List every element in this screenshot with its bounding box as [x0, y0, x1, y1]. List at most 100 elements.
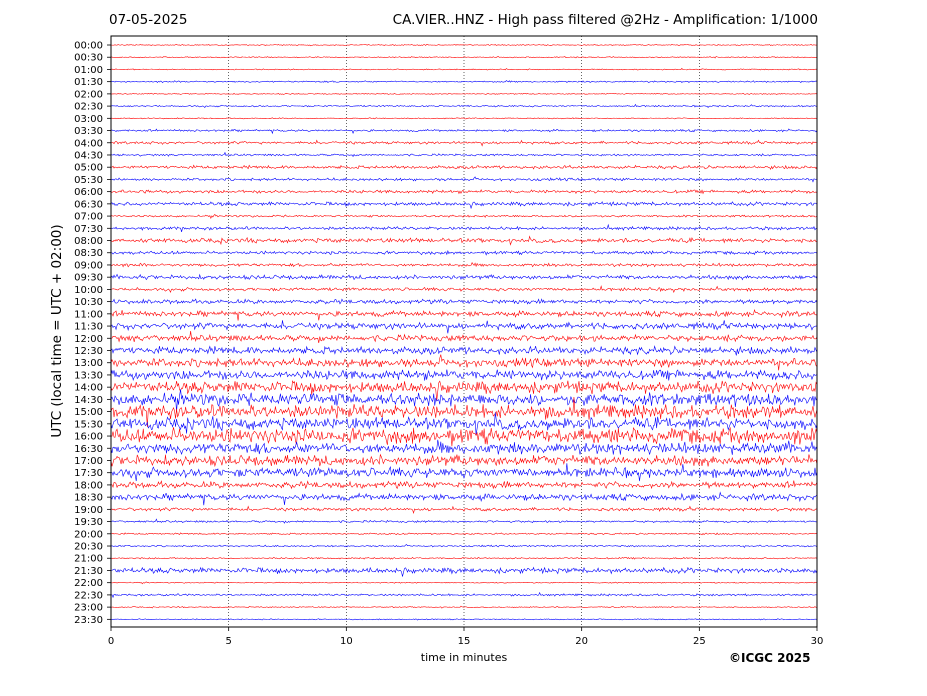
y-tick-label: 22:30	[74, 590, 103, 601]
trace-1530	[110, 412, 818, 436]
y-tick-label: 17:00	[74, 456, 103, 467]
x-tick-label: 20	[575, 636, 588, 647]
trace-1830	[110, 491, 818, 506]
trace-1430	[110, 389, 818, 413]
trace-2030	[110, 544, 818, 549]
trace-2130	[110, 566, 818, 577]
trace-1330	[110, 369, 818, 382]
y-tick-label: 22:00	[74, 578, 103, 589]
y-tick-label: 16:30	[74, 444, 103, 455]
trace-0330	[110, 128, 818, 135]
y-tick-label: 02:00	[74, 89, 103, 100]
y-tick-label: 03:00	[74, 114, 103, 125]
x-tick-label: 15	[458, 636, 471, 647]
trace-0130	[110, 80, 818, 84]
trace-1130	[110, 320, 818, 334]
y-tick-label: 23:30	[74, 615, 103, 626]
y-tick-label: 04:00	[74, 138, 103, 149]
trace-0830	[110, 250, 818, 256]
x-tick-label: 25	[693, 636, 706, 647]
trace-0000	[110, 44, 818, 47]
y-tick-label: 12:30	[74, 346, 103, 357]
y-tick-label: 13:00	[74, 358, 103, 369]
y-tick-label: 23:00	[74, 603, 103, 614]
y-axis-label: UTC (local time = UTC + 02:00)	[49, 224, 65, 438]
trace-0300	[110, 117, 818, 120]
trace-1630	[110, 439, 818, 455]
y-tick-label: 18:00	[74, 480, 103, 491]
trace-lines	[110, 44, 818, 621]
trace-1500	[110, 396, 818, 428]
y-tick-label: 07:00	[74, 212, 103, 223]
trace-0200	[110, 92, 818, 95]
y-tick-label: 07:30	[74, 224, 103, 235]
trace-2100	[110, 556, 818, 560]
y-tick-label: 09:30	[74, 273, 103, 284]
x-axis-ticks: 0 5 10 15 20 25 30	[108, 627, 824, 647]
y-tick-label: 04:30	[74, 150, 103, 161]
copyright-label: ©ICGC 2025	[729, 651, 811, 665]
trace-0730	[110, 223, 818, 232]
y-tick-label: 20:00	[74, 529, 103, 540]
trace-0530	[110, 176, 818, 183]
y-tick-label: 01:30	[74, 77, 103, 88]
y-tick-label: 14:30	[74, 395, 103, 406]
y-tick-label: 01:00	[74, 65, 103, 76]
y-tick-label: 15:00	[74, 407, 103, 418]
y-tick-label: 11:00	[74, 309, 103, 320]
trace-0500	[110, 164, 818, 171]
trace-0430	[110, 151, 818, 158]
trace-1930	[110, 518, 818, 524]
trace-1900	[110, 505, 818, 515]
trace-2300	[110, 605, 818, 609]
y-tick-label: 11:30	[74, 322, 103, 333]
y-tick-label: 09:00	[74, 260, 103, 271]
trace-0930	[110, 273, 818, 281]
y-tick-label: 02:30	[74, 102, 103, 113]
x-axis-label: time in minutes	[420, 651, 508, 664]
y-tick-label: 10:30	[74, 297, 103, 308]
y-tick-label: 13:30	[74, 370, 103, 381]
y-tick-label: 10:00	[74, 285, 103, 296]
plot-area	[111, 36, 817, 627]
trace-0230	[110, 103, 818, 108]
y-tick-label: 05:30	[74, 175, 103, 186]
y-tick-label: 19:30	[74, 517, 103, 528]
trace-1800	[110, 480, 818, 490]
trace-1700	[110, 453, 818, 468]
y-tick-label: 00:00	[74, 41, 103, 52]
y-tick-label: 06:30	[74, 199, 103, 210]
x-tick-label: 30	[811, 636, 824, 647]
x-tick-label: 0	[108, 636, 114, 647]
y-tick-label: 14:00	[74, 383, 103, 394]
trace-2330	[110, 618, 818, 621]
y-tick-label: 21:00	[74, 554, 103, 565]
x-tick-label: 10	[340, 636, 353, 647]
trace-1600	[110, 426, 818, 447]
trace-0030	[110, 56, 818, 59]
trace-0700	[110, 213, 818, 220]
y-tick-label: 18:30	[74, 493, 103, 504]
trace-1730	[110, 463, 818, 482]
y-tick-label: 05:00	[74, 163, 103, 174]
trace-1300	[110, 354, 818, 371]
trace-0900	[110, 262, 818, 268]
trace-0600	[110, 189, 818, 195]
trace-2000	[110, 532, 818, 536]
trace-1200	[110, 331, 818, 343]
trace-0630	[110, 201, 818, 210]
date-label: 07-05-2025	[109, 12, 188, 28]
grid-lines	[228, 36, 700, 627]
trace-0800	[110, 235, 818, 246]
trace-1100	[110, 309, 818, 321]
y-tick-label: 00:30	[74, 53, 103, 64]
y-tick-label: 20:30	[74, 542, 103, 553]
trace-0100	[110, 67, 818, 71]
y-tick-label: 08:30	[74, 248, 103, 259]
trace-1230	[110, 345, 818, 356]
x-tick-label: 5	[225, 636, 231, 647]
y-tick-label: 21:30	[74, 566, 103, 577]
trace-1030	[110, 298, 818, 305]
